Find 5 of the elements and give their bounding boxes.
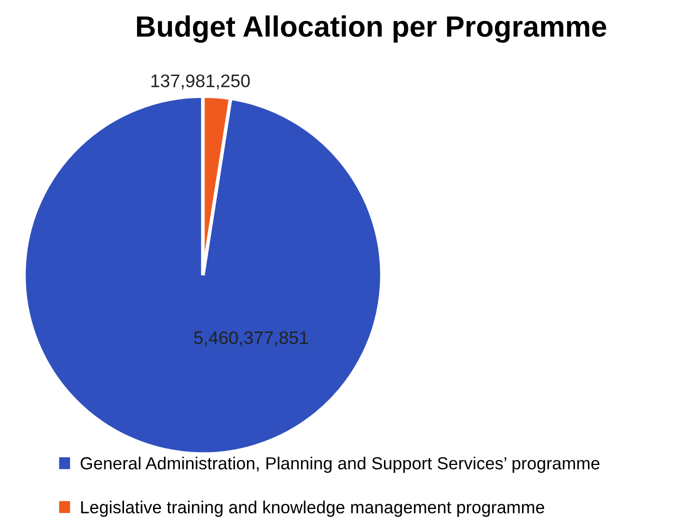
data-label: 137,981,250	[151, 74, 250, 90]
legend-label: Legislative training and knowledge management programme	[81, 500, 544, 517]
data-label: 5,460,377,851	[194, 331, 308, 346]
chart-title: Budget Allocation per Programme	[137, 15, 606, 43]
legend-label: General Administration, Planning and Support Services’ programme	[80, 456, 600, 473]
